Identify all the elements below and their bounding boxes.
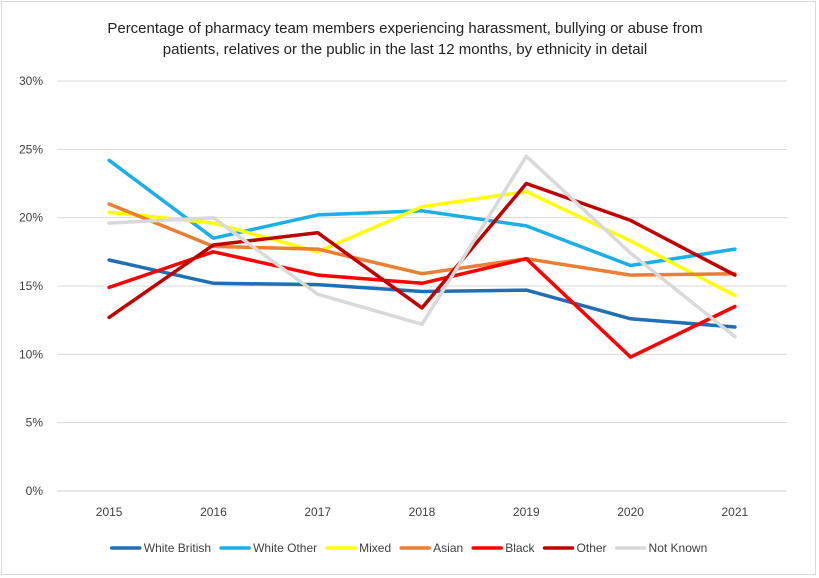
legend-label-white-other: White Other [253, 541, 317, 555]
x-tick-label: 2017 [304, 505, 331, 519]
chart-title-line-1: Percentage of pharmacy team members expe… [107, 20, 703, 37]
legend-label-mixed: Mixed [359, 541, 391, 555]
x-tick-label: 2015 [96, 505, 123, 519]
y-tick-label: 5% [26, 416, 44, 430]
y-tick-label: 0% [26, 484, 44, 498]
y-tick-label: 15% [19, 279, 43, 293]
x-tick-label: 2020 [617, 505, 644, 519]
series-line-white-british [107, 258, 737, 329]
series-line-not-known [107, 154, 737, 339]
legend-label-other: Other [577, 541, 607, 555]
x-tick-label: 2021 [722, 505, 749, 519]
series-line-other [107, 181, 737, 320]
series-line-mixed [107, 189, 737, 298]
y-tick-label: 30% [19, 74, 43, 88]
x-tick-label: 2018 [409, 505, 436, 519]
legend-label-black: Black [505, 541, 535, 555]
y-tick-label: 10% [19, 347, 43, 361]
x-tick-label: 2019 [513, 505, 540, 519]
legend-label-not-known: Not Known [649, 541, 708, 555]
chart-title-line-2: patients, relatives or the public in the… [162, 41, 648, 58]
series-line-black [107, 250, 737, 359]
legend-label-white-british: White British [144, 541, 211, 555]
y-tick-label: 20% [19, 211, 43, 225]
legend-label-asian: Asian [433, 541, 463, 555]
y-tick-label: 25% [19, 142, 43, 156]
series-line-white-other [107, 158, 737, 268]
chart-title: Percentage of pharmacy team members expe… [60, 18, 750, 60]
x-tick-label: 2016 [200, 505, 227, 519]
